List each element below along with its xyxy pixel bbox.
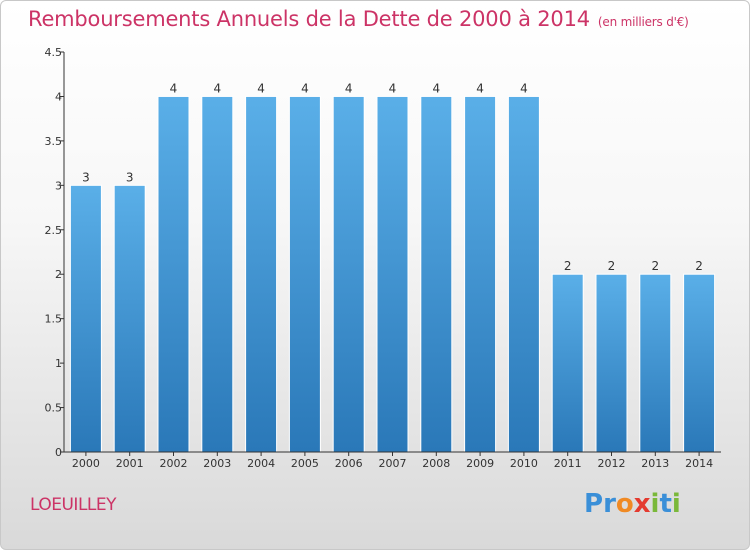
bar-2011: [551, 273, 584, 453]
bar-value-label: 4: [257, 81, 265, 95]
bar-2000: [69, 184, 102, 453]
bar-2002: [157, 95, 190, 453]
bar-value-label: 4: [389, 81, 397, 95]
bar-value-label: 4: [170, 81, 178, 95]
chart-subtitle: (en milliers d'€): [597, 15, 689, 29]
bar-2008: [420, 95, 453, 453]
x-tick-label: 2011: [554, 457, 582, 470]
logo-letter: t: [659, 489, 672, 519]
bar-2003: [201, 95, 234, 453]
bar-value-label: 4: [520, 81, 528, 95]
y-tick-label: 4.5: [45, 46, 63, 59]
x-tick-label: 2002: [160, 457, 188, 470]
y-tick-label: 2: [55, 268, 62, 281]
bar-2014: [683, 273, 716, 453]
bar-value-label: 3: [82, 170, 90, 184]
bar-value-label: 2: [651, 259, 659, 273]
x-tick-label: 2008: [422, 457, 450, 470]
bar-2013: [639, 273, 672, 453]
proxiti-logo: Proxiti: [584, 489, 681, 519]
x-tick-label: 2001: [116, 457, 144, 470]
bar-2012: [595, 273, 628, 453]
x-tick-label: 2009: [466, 457, 494, 470]
bar-2004: [245, 95, 278, 453]
y-tick-label: 0.5: [45, 402, 63, 415]
bar-value-label: 4: [345, 81, 353, 95]
chart-title: Remboursements Annuels de la Dette de 20…: [28, 7, 689, 31]
x-tick-label: 2010: [510, 457, 538, 470]
logo-letter: r: [603, 489, 616, 519]
x-tick-label: 2014: [685, 457, 713, 470]
bar-value-label: 4: [301, 81, 309, 95]
y-tick-label: 1: [55, 357, 62, 370]
bar-value-label: 2: [695, 259, 703, 273]
logo-letter: i: [671, 489, 681, 519]
y-tick-label: 3.5: [45, 135, 63, 148]
bar-2010: [507, 95, 540, 453]
bar-2009: [464, 95, 497, 453]
x-tick-label: 2004: [247, 457, 275, 470]
x-tick-label: 2005: [291, 457, 319, 470]
chart-title-text: Remboursements Annuels de la Dette de 20…: [28, 7, 590, 31]
y-tick-label: 2.5: [45, 224, 63, 237]
bar-value-label: 3: [126, 170, 134, 184]
y-tick-label: 0: [55, 446, 62, 459]
bar-value-label: 4: [476, 81, 484, 95]
x-tick-label: 2006: [335, 457, 363, 470]
bar-2001: [113, 184, 146, 453]
logo-letter: P: [584, 489, 604, 519]
y-tick-label: 3: [55, 179, 62, 192]
bar-value-label: 4: [432, 81, 440, 95]
bar-2006: [332, 95, 365, 453]
commune-name: LOEUILLEY: [30, 495, 117, 515]
logo-letter: o: [615, 489, 634, 519]
bars-group: 3 3 4 4 4 4 4 4 4 4 4 2 2 2 2: [69, 81, 716, 453]
bar-2005: [288, 95, 321, 453]
bar-2007: [376, 95, 409, 453]
y-tick-label: 1.5: [45, 313, 63, 326]
bar-value-label: 2: [608, 259, 616, 273]
bar-value-label: 2: [564, 259, 572, 273]
x-tick-label: 2012: [598, 457, 626, 470]
y-tick-label: 4: [55, 90, 62, 103]
x-tick-label: 2007: [379, 457, 407, 470]
bar-value-label: 4: [213, 81, 221, 95]
x-tick-label: 2013: [641, 457, 669, 470]
logo-letter: i: [650, 489, 660, 519]
axes-group: 2000 2001 2002 2003 2004 2005 2006 2007 2008 2009…: [45, 46, 721, 470]
x-tick-label: 2003: [203, 457, 231, 470]
x-tick-label: 2000: [72, 457, 100, 470]
logo-letter: x: [633, 489, 651, 519]
